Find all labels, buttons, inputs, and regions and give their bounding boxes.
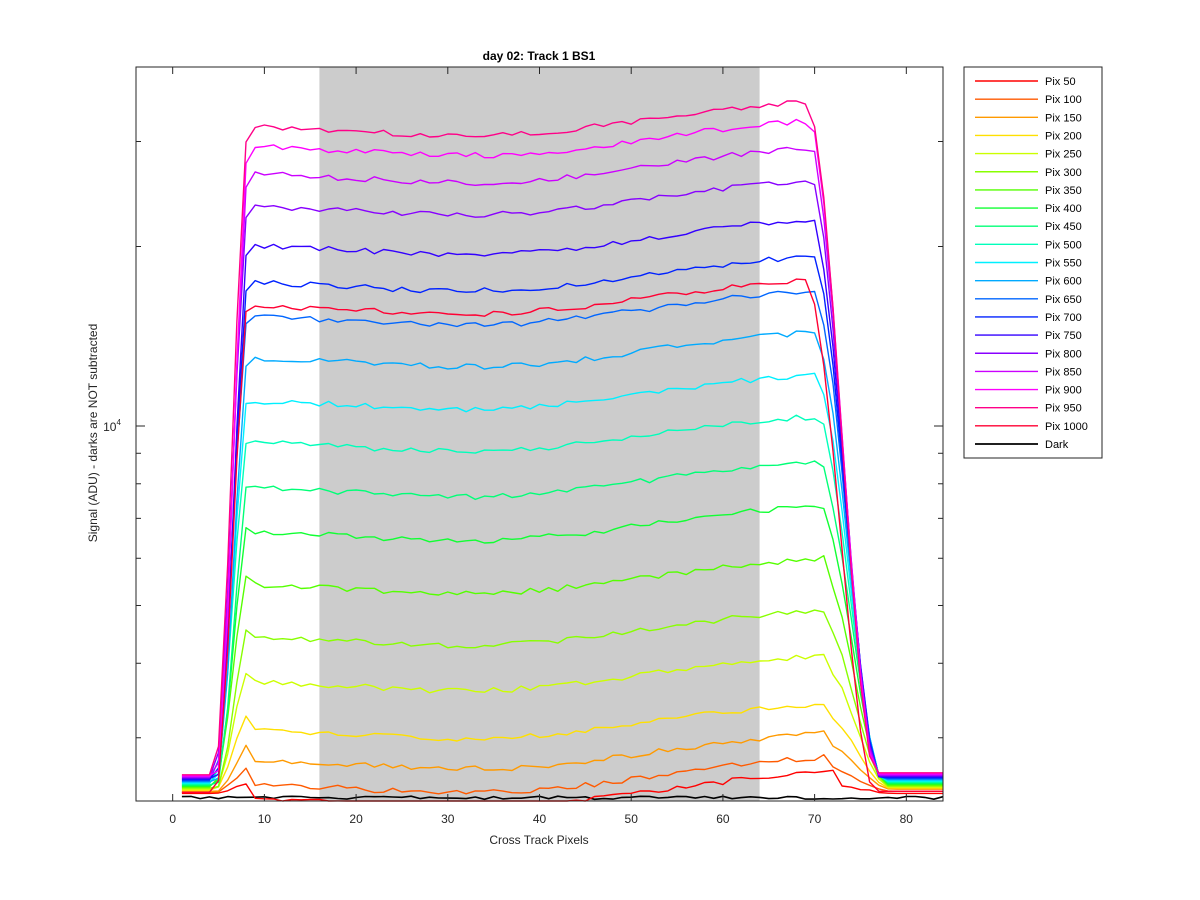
legend-entry: Pix 600 xyxy=(1045,276,1082,288)
series-line-pix-450 xyxy=(181,460,943,786)
x-tick-label: 40 xyxy=(533,812,547,826)
legend-entry: Pix 450 xyxy=(1045,221,1082,233)
legend-entry: Pix 350 xyxy=(1045,185,1082,197)
series-line-pix-550 xyxy=(181,372,943,784)
series-line-pix-400 xyxy=(181,505,943,787)
legend-entry: Pix 300 xyxy=(1045,167,1082,179)
legend-entry: Pix 1000 xyxy=(1045,421,1088,433)
legend-entry: Pix 550 xyxy=(1045,258,1082,270)
x-tick-label: 20 xyxy=(349,812,363,826)
legend-entry: Dark xyxy=(1045,439,1069,451)
series-line-pix-200 xyxy=(181,703,943,791)
legend-entry: Pix 500 xyxy=(1045,239,1082,251)
series-line-pix-300 xyxy=(181,609,943,789)
series-line-pix-650 xyxy=(181,290,943,782)
y-axis: 104 xyxy=(103,140,943,739)
legend-entry: Pix 50 xyxy=(1045,76,1076,88)
x-tick-label: 60 xyxy=(716,812,730,826)
series-line-pix-150 xyxy=(181,730,943,792)
legend-entry: Pix 900 xyxy=(1045,385,1082,397)
x-tick-label: 50 xyxy=(625,812,639,826)
series-line-dark xyxy=(181,795,944,801)
legend-entry: Pix 700 xyxy=(1045,312,1082,324)
series-layer xyxy=(181,100,944,802)
legend-entry: Pix 750 xyxy=(1045,330,1082,342)
series-line-pix-950 xyxy=(181,100,943,776)
series-line-pix-850 xyxy=(181,146,943,778)
legend-entry: Pix 250 xyxy=(1045,149,1082,161)
series-line-pix-350 xyxy=(181,555,943,788)
legend-entry: Pix 800 xyxy=(1045,348,1082,360)
x-tick-label: 80 xyxy=(900,812,914,826)
y-tick-label: 104 xyxy=(103,418,121,434)
x-tick-label: 0 xyxy=(169,812,176,826)
shaded-region xyxy=(319,67,760,801)
series-line-pix-500 xyxy=(181,414,943,785)
legend-entry: Pix 950 xyxy=(1045,403,1082,415)
y-axis-label: Signal (ADU) - darks are NOT subtracted xyxy=(86,324,100,543)
legend-entry: Pix 850 xyxy=(1045,366,1082,378)
series-line-pix-1000 xyxy=(181,278,943,793)
plot-area: 0 10 20 30 40 50 60 70 80 104 xyxy=(103,66,944,826)
series-line-pix-250 xyxy=(181,653,943,790)
series-line-pix-900 xyxy=(181,118,943,777)
series-line-pix-800 xyxy=(181,180,943,779)
x-tick-label: 30 xyxy=(441,812,455,826)
legend-entry: Pix 150 xyxy=(1045,112,1082,124)
x-tick-label: 70 xyxy=(808,812,822,826)
legend-entry: Pix 400 xyxy=(1045,203,1082,215)
x-tick-label: 10 xyxy=(258,812,272,826)
series-line-pix-100 xyxy=(181,754,943,795)
legend: Pix 50 Pix 100 Pix 150 Pix 200 Pix 250 Pix 30… xyxy=(963,66,1103,459)
x-axis-label: Cross Track Pixels xyxy=(489,833,588,847)
series-line-pix-600 xyxy=(181,330,943,783)
series-line-pix-700 xyxy=(181,255,943,781)
chart-title: day 02: Track 1 BS1 xyxy=(483,49,596,63)
legend-entry: Pix 650 xyxy=(1045,294,1082,306)
series-line-pix-750 xyxy=(181,219,943,780)
legend-entry: Pix 100 xyxy=(1045,94,1082,106)
x-axis: 0 10 20 30 40 50 60 70 80 xyxy=(169,67,913,826)
legend-entry: Pix 200 xyxy=(1045,130,1082,142)
